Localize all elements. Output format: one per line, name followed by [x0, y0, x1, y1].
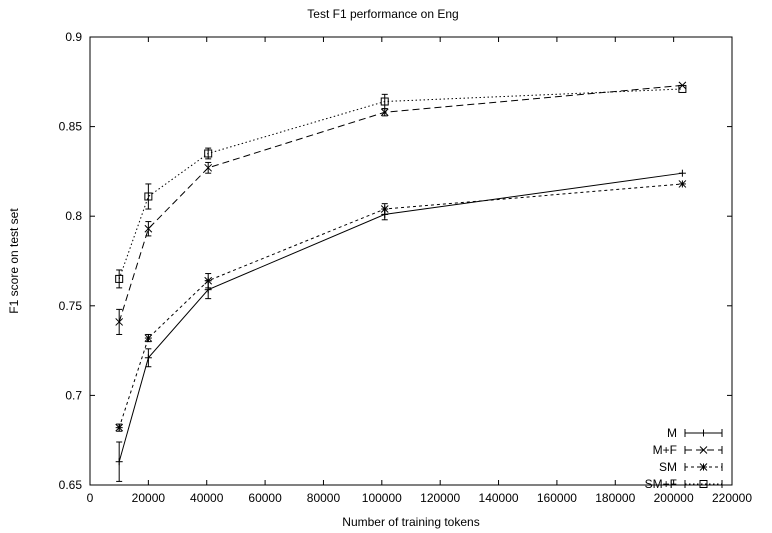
y-tick-label: 0.7 — [65, 388, 82, 402]
data-point — [204, 163, 213, 172]
marker-box — [678, 84, 687, 93]
marker-box — [115, 274, 124, 283]
data-point — [380, 97, 389, 106]
marker-stroke — [144, 334, 153, 342]
marker-stroke — [678, 180, 687, 188]
x-axis-title: Number of training tokens — [342, 515, 479, 529]
legend-label: M+F — [653, 443, 677, 457]
marker-stroke — [699, 446, 708, 454]
x-tick-label: 140000 — [479, 491, 519, 505]
x-tick-label: 80000 — [307, 491, 341, 505]
marker-box — [380, 97, 389, 106]
series-m — [115, 169, 686, 482]
data-point — [380, 108, 389, 117]
series-sm — [115, 180, 687, 432]
marker-box — [144, 192, 153, 201]
data-point — [204, 149, 213, 158]
legend-label: SM+F — [645, 477, 677, 491]
series-line — [118, 183, 683, 428]
series-line — [118, 84, 683, 323]
legend-marker — [699, 463, 708, 471]
series-line — [118, 172, 683, 462]
marker-stroke — [144, 224, 153, 233]
x-tick-label: 220000 — [712, 491, 752, 505]
y-tick-label: 0.85 — [59, 120, 83, 134]
x-tick-label: 60000 — [248, 491, 282, 505]
plot-area-frame — [89, 36, 733, 486]
y-tick-label: 0.8 — [65, 209, 82, 223]
legend-marker — [699, 480, 708, 488]
y-tick-label: 0.65 — [59, 478, 83, 492]
axis-ticks: 0 20000 40000 60000 80000 100000 120000 140000 1… — [59, 30, 753, 505]
series-sm-plusf — [115, 84, 687, 289]
legend-marker — [700, 429, 707, 437]
data-point — [380, 205, 389, 213]
data-point — [144, 224, 153, 233]
data-point — [115, 458, 123, 466]
x-tick-label: 180000 — [595, 491, 635, 505]
data-point — [678, 84, 687, 93]
y-tick-label: 0.9 — [65, 30, 82, 44]
x-tick-label: 100000 — [362, 491, 402, 505]
x-tick-label: 40000 — [190, 491, 224, 505]
legend-label: M — [667, 426, 677, 440]
marker-box — [204, 149, 213, 158]
legend-marker — [699, 446, 708, 454]
x-tick-label: 160000 — [537, 491, 577, 505]
marker-stroke — [204, 276, 213, 285]
chart-title: Test F1 performance on Eng — [307, 7, 458, 21]
y-axis-title: F1 score on test set — [7, 208, 21, 314]
data-point — [144, 354, 152, 362]
marker-stroke — [115, 423, 124, 432]
legend: M M+F SM SM+F — [645, 426, 723, 491]
data-point — [115, 274, 124, 283]
data-point — [678, 180, 687, 188]
x-tick-label: 20000 — [132, 491, 166, 505]
series-line — [118, 88, 683, 280]
data-point — [678, 169, 686, 177]
data-point — [144, 192, 153, 201]
data-point — [115, 423, 124, 432]
y-tick-label: 0.75 — [59, 299, 83, 313]
x-tick-label: 120000 — [420, 491, 460, 505]
marker-stroke — [115, 318, 124, 326]
series-m-plusf — [115, 81, 687, 335]
series-layer — [115, 81, 687, 482]
x-tick-label: 0 — [87, 491, 94, 505]
marker-stroke — [380, 108, 389, 117]
marker-stroke — [380, 205, 389, 213]
marker-stroke — [699, 463, 708, 471]
marker-stroke — [204, 163, 213, 172]
x-tick-label: 200000 — [654, 491, 694, 505]
marker-box — [699, 480, 708, 488]
legend-label: SM — [659, 460, 677, 474]
data-point — [204, 276, 213, 285]
data-point — [115, 318, 124, 326]
data-point — [144, 334, 153, 342]
